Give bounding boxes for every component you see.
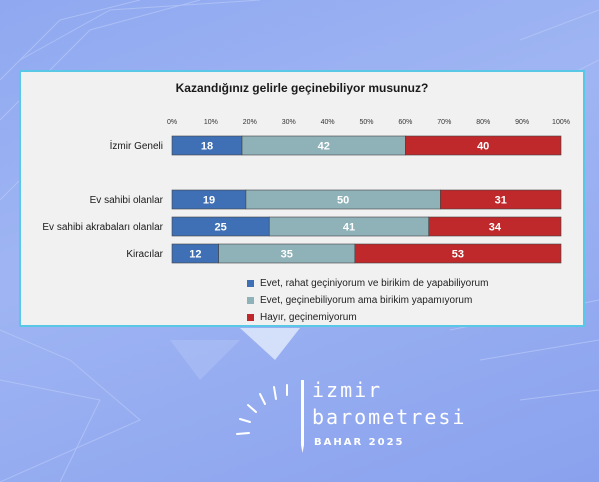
chart-title: Kazandığınız gelirle geçinebiliyor musun… <box>175 81 429 95</box>
chart-card: Kazandığınız gelirle geçinebiliyor musun… <box>19 70 585 327</box>
x-tick-label: 80% <box>476 119 490 126</box>
data-label: 31 <box>495 195 507 207</box>
data-label: 53 <box>452 249 464 261</box>
x-tick-label: 100% <box>552 119 570 126</box>
bar-segment <box>405 135 562 156</box>
bar-segment <box>428 216 562 237</box>
x-tick-label: 90% <box>515 119 529 126</box>
category-label: Ev sahibi akrabaları olanlar <box>42 222 163 233</box>
legend-swatch <box>247 314 254 321</box>
legend-item: Hayır, geçinemiyorum <box>247 309 488 326</box>
data-label: 41 <box>343 222 355 234</box>
chart-legend: Evet, rahat geçiniyorum ve birikim de ya… <box>247 275 488 326</box>
data-label: 40 <box>477 141 489 153</box>
data-label: 19 <box>203 195 215 207</box>
legend-item: Evet, rahat geçiniyorum ve birikim de ya… <box>247 275 488 292</box>
bar-segment <box>440 189 562 210</box>
data-label: 50 <box>337 195 349 207</box>
stacked-bar-chart: 0% 10% 20% 30% 40% 50% 60% 70% 80% 90% 100% İzmir G… <box>42 119 570 264</box>
category-label: Ev sahibi olanlar <box>90 195 164 206</box>
brand-name-line1: izmir <box>312 378 383 402</box>
x-tick-label: 20% <box>243 119 257 126</box>
x-tick-label: 70% <box>437 119 451 126</box>
brand-name-line2: barometresi <box>312 405 467 429</box>
category-label: İzmir Geneli <box>110 139 163 152</box>
brand-season: BAHAR 2025 <box>314 437 405 448</box>
bar-segment <box>354 243 562 264</box>
data-label: 18 <box>201 141 213 153</box>
x-tick-label: 10% <box>204 119 218 126</box>
brand-logo: izmir barometresi BAHAR 2025 <box>234 375 464 465</box>
x-tick-label: 60% <box>398 119 412 126</box>
x-tick-label: 0% <box>167 119 177 126</box>
legend-label: Hayır, geçinemiyorum <box>260 312 357 323</box>
data-label: 34 <box>489 222 502 234</box>
category-label: Kiracılar <box>126 249 163 260</box>
data-label: 12 <box>189 249 201 261</box>
data-label: 25 <box>215 222 227 234</box>
data-label: 35 <box>281 249 293 261</box>
x-tick-label: 40% <box>321 119 335 126</box>
legend-swatch <box>247 297 254 304</box>
legend-swatch <box>247 280 254 287</box>
legend-label: Evet, geçinebiliyorum ama birikim yapamı… <box>260 295 473 306</box>
legend-label: Evet, rahat geçiniyorum ve birikim de ya… <box>260 278 489 289</box>
legend-item: Evet, geçinebiliyorum ama birikim yapamı… <box>247 292 488 309</box>
sunrise-logo-icon <box>236 380 304 453</box>
x-tick-label: 50% <box>359 119 373 126</box>
x-tick-label: 30% <box>282 119 296 126</box>
data-label: 42 <box>318 141 330 153</box>
